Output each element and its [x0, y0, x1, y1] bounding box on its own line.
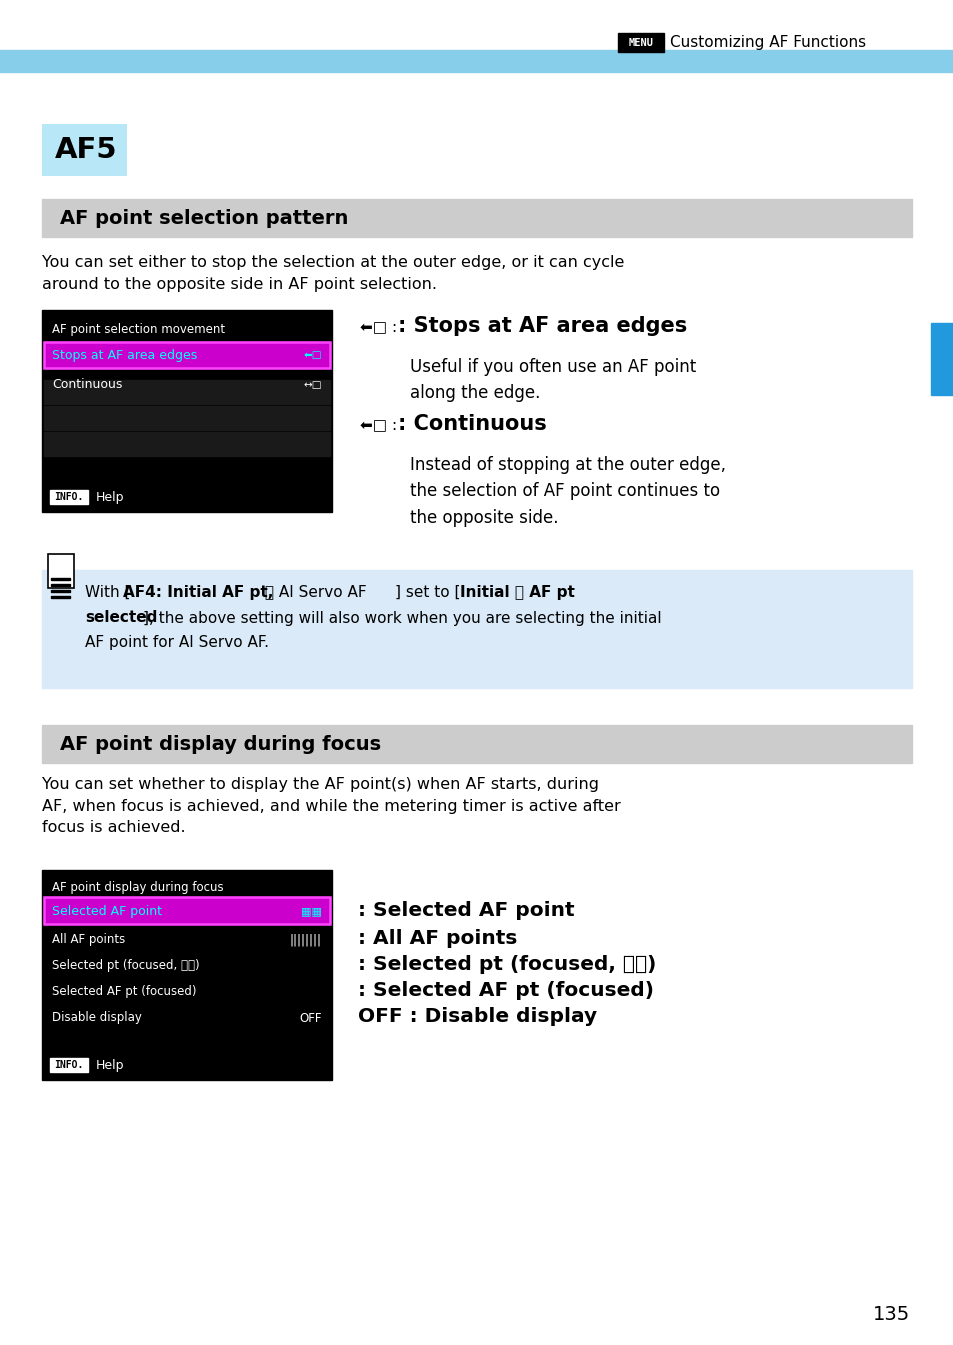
Bar: [42, 570, 911, 689]
Text: Useful if you often use an AF point
along the edge.: Useful if you often use an AF point alon…: [410, 358, 696, 402]
Text: Initial ⓨ AF pt: Initial ⓨ AF pt: [459, 585, 575, 600]
FancyBboxPatch shape: [42, 124, 127, 176]
Bar: [0, 50, 953, 73]
Text: Instead of stopping at the outer edge,
the selection of AF point continues to
th: Instead of stopping at the outer edge, t…: [410, 456, 725, 527]
Bar: [50, 1059, 88, 1072]
Text: : Selected AF pt (focused): : Selected AF pt (focused): [357, 981, 654, 999]
Text: ] set to [: ] set to [: [395, 585, 460, 600]
Text: 135: 135: [872, 1306, 909, 1325]
Bar: [44, 897, 330, 924]
Text: AF point for AI Servo AF.: AF point for AI Servo AF.: [85, 635, 269, 650]
Bar: [44, 381, 330, 404]
Text: OFF: OFF: [299, 1011, 322, 1025]
Bar: [44, 342, 330, 369]
Text: ⓨ AI Servo AF: ⓨ AI Servo AF: [260, 585, 366, 600]
Text: INFO.: INFO.: [54, 1060, 83, 1071]
Bar: [51, 590, 70, 592]
Bar: [42, 199, 911, 237]
Bar: [44, 342, 330, 369]
Text: AF point selection movement: AF point selection movement: [52, 324, 225, 336]
Text: : Stops at AF area edges: : Stops at AF area edges: [397, 316, 686, 336]
Text: All AF points: All AF points: [52, 933, 125, 947]
Text: : Selected pt (focused, ⓔⓨ): : Selected pt (focused, ⓔⓨ): [357, 955, 656, 974]
Text: Continuous: Continuous: [52, 378, 122, 391]
Text: AF point selection pattern: AF point selection pattern: [60, 208, 348, 227]
Text: Disable display: Disable display: [52, 1011, 142, 1025]
Text: : Selected AF point: : Selected AF point: [357, 901, 574, 920]
Text: ||||||||: ||||||||: [290, 933, 322, 947]
Text: Stops at AF area edges: Stops at AF area edges: [52, 348, 197, 362]
Text: OFF : Disable display: OFF : Disable display: [357, 1006, 597, 1025]
Bar: [42, 309, 332, 512]
Text: You can set either to stop the selection at the outer edge, or it can cycle
arou: You can set either to stop the selection…: [42, 256, 623, 292]
Text: ↔□: ↔□: [303, 381, 322, 390]
Text: : All AF points: : All AF points: [357, 928, 517, 947]
Bar: [44, 432, 330, 456]
Bar: [930, 323, 953, 395]
Bar: [48, 554, 74, 588]
Text: Selected pt (focused, ⓔⓨ): Selected pt (focused, ⓔⓨ): [52, 959, 199, 972]
Text: ⬅□: ⬅□: [303, 350, 322, 360]
Text: Selected AF point: Selected AF point: [52, 904, 162, 917]
Text: With [: With [: [85, 585, 131, 600]
Text: AF4: Initial AF pt,: AF4: Initial AF pt,: [123, 585, 274, 600]
Bar: [44, 897, 330, 924]
Text: AF point display during focus: AF point display during focus: [60, 734, 381, 753]
Text: selected: selected: [85, 611, 157, 625]
Bar: [50, 490, 88, 504]
Text: ], the above setting will also work when you are selecting the initial: ], the above setting will also work when…: [143, 611, 661, 625]
Text: ⬅□ :: ⬅□ :: [359, 418, 396, 433]
Text: ⬅□ :: ⬅□ :: [359, 320, 396, 335]
Bar: [42, 725, 911, 763]
Text: Help: Help: [96, 1059, 125, 1072]
Text: Selected AF pt (focused): Selected AF pt (focused): [52, 986, 196, 998]
Bar: [618, 34, 663, 52]
Text: AF point display during focus: AF point display during focus: [52, 881, 223, 893]
Bar: [51, 578, 70, 580]
Text: INFO.: INFO.: [54, 492, 83, 502]
Bar: [44, 406, 330, 430]
Bar: [51, 596, 70, 599]
Bar: [42, 870, 332, 1080]
Text: AF5: AF5: [55, 136, 117, 164]
Text: Help: Help: [96, 491, 125, 503]
Text: : Continuous: : Continuous: [397, 414, 546, 434]
Text: MENU: MENU: [628, 38, 653, 48]
Bar: [51, 584, 70, 586]
Text: Customizing AF Functions: Customizing AF Functions: [669, 35, 865, 51]
Text: ▦▦: ▦▦: [301, 907, 322, 916]
Text: You can set whether to display the AF point(s) when AF starts, during
AF, when f: You can set whether to display the AF po…: [42, 777, 620, 835]
